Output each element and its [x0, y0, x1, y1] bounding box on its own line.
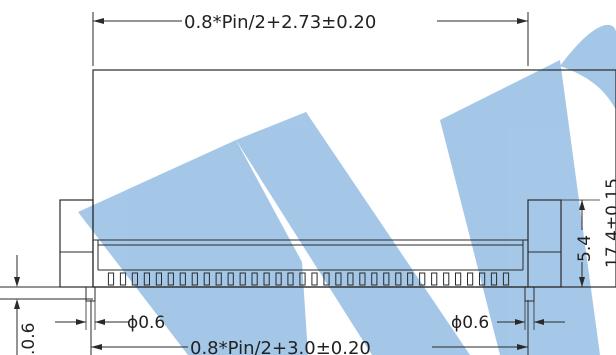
pin — [419, 272, 426, 286]
pin — [239, 272, 246, 286]
pin — [347, 272, 354, 286]
pin — [131, 272, 139, 286]
overall-height-label: 17.4±0.15 — [603, 178, 616, 268]
pin — [299, 272, 306, 286]
left-edge-dimension: .0.6 — [14, 255, 39, 355]
pin — [383, 272, 390, 286]
pin — [287, 272, 294, 286]
pin — [443, 272, 450, 286]
pin — [107, 272, 115, 286]
pin — [335, 272, 342, 286]
pad-height-label: 5.4 — [575, 235, 595, 262]
top-width-dimension: 0.8*Pin/2+2.73±0.20 — [92, 12, 529, 66]
pin — [395, 272, 402, 286]
pad-height-dimension: 5.4 — [561, 199, 600, 287]
watermark-stroke-right — [440, 60, 600, 355]
pin — [263, 272, 270, 286]
bottom-width-dimension: 0.8*Pin/2+3.0±0.20 — [90, 300, 529, 355]
pin — [167, 272, 174, 286]
pin — [215, 272, 222, 286]
pin — [251, 272, 258, 286]
left-edge-label: .0.6 — [19, 323, 39, 355]
pin — [275, 272, 282, 286]
connector-body — [0, 69, 616, 302]
watermark-stroke-diagonal — [236, 112, 470, 355]
pin — [155, 272, 163, 286]
pin — [143, 272, 151, 286]
pin — [119, 272, 127, 286]
pin — [311, 272, 318, 286]
watermark-arc — [560, 24, 616, 110]
bottom-width-label: 0.8*Pin/2+3.0±0.20 — [190, 338, 371, 355]
pin — [323, 272, 330, 286]
pin — [502, 272, 510, 286]
top-width-label: 0.8*Pin/2+2.73±0.20 — [184, 12, 376, 33]
pin — [227, 272, 234, 286]
pin-row — [107, 272, 510, 286]
pin — [479, 272, 486, 286]
watermark-logo — [78, 24, 616, 355]
pin — [371, 272, 378, 286]
pin — [203, 272, 210, 286]
pin — [455, 272, 462, 286]
hole-right-dimension: ϕ0.6 — [451, 301, 565, 333]
hole-left-dimension: ϕ0.6 — [55, 301, 165, 333]
hole-right-label: ϕ0.6 — [451, 313, 489, 333]
overall-height-dimension: 17.4±0.15 — [603, 178, 616, 268]
pin — [467, 272, 474, 286]
pin — [359, 272, 366, 286]
hole-left-label: ϕ0.6 — [127, 313, 165, 333]
pin — [431, 272, 438, 286]
watermark-stroke-left — [78, 140, 308, 355]
pin — [490, 272, 498, 286]
pin — [407, 272, 414, 286]
pin — [191, 272, 198, 286]
pin — [179, 272, 186, 286]
